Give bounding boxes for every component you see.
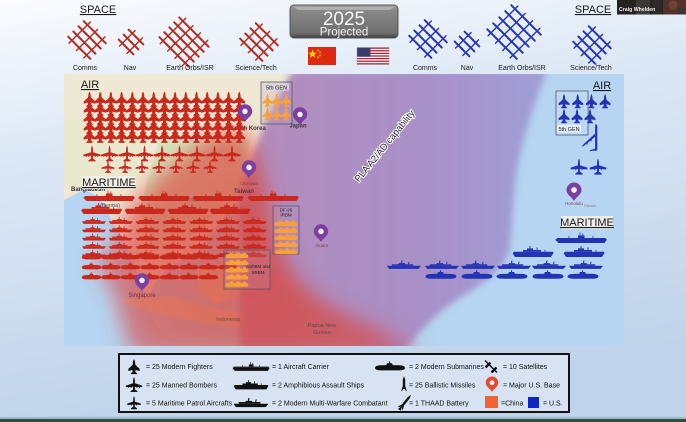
svg-text:5th GEN: 5th GEN xyxy=(266,86,287,92)
svg-text:Japan: Japan xyxy=(289,124,307,130)
svg-text:Taiwan: Taiwan xyxy=(234,189,254,195)
svg-text:= 25 Ballistic Missiles: = 25 Ballistic Missiles xyxy=(409,383,476,390)
svg-text:Guinea: Guinea xyxy=(313,330,332,336)
svg-text:= 1 THAAD Battery: = 1 THAAD Battery xyxy=(409,401,469,408)
svg-text:IRBM: IRBM xyxy=(280,213,292,218)
svg-text:= 1 Aircraft Carrier: = 1 Aircraft Carrier xyxy=(272,364,330,371)
svg-text:SPACE: SPACE xyxy=(80,4,116,16)
svg-text:MARITIME: MARITIME xyxy=(82,177,136,189)
svg-text:= 10 Satellites: = 10 Satellites xyxy=(503,364,548,371)
svg-text:Indonesia: Indonesia xyxy=(216,317,241,323)
svg-text:= 2 Amphibious Assault Ships: = 2 Amphibious Assault Ships xyxy=(272,383,365,390)
svg-text:Projected: Projected xyxy=(320,27,369,39)
svg-text:Papua New: Papua New xyxy=(308,323,336,329)
svg-text:AShBM and: AShBM and xyxy=(246,264,271,269)
svg-text:= 2 Modern Multi-Warfare Comba: = 2 Modern Multi-Warfare Combatant xyxy=(272,401,388,408)
svg-text:DF-26: DF-26 xyxy=(280,208,293,213)
svg-text:= U.S.: = U.S. xyxy=(543,401,563,408)
svg-text:Nav: Nav xyxy=(124,65,137,72)
svg-text:Science/Tech: Science/Tech xyxy=(235,65,277,72)
svg-text:Guam: Guam xyxy=(316,243,329,248)
svg-text:5th GEN: 5th GEN xyxy=(558,127,579,133)
svg-text:= 25 Manned Bombers: = 25 Manned Bombers xyxy=(146,383,218,390)
svg-text:= 5 Maritime Patrol Aircrafts: = 5 Maritime Patrol Aircrafts xyxy=(146,401,233,408)
svg-text:Earth Orbs/ISR: Earth Orbs/ISR xyxy=(166,65,213,72)
svg-text:= Major U.S. Base: = Major U.S. Base xyxy=(503,383,560,390)
svg-text:Comms: Comms xyxy=(413,65,438,72)
svg-text:2025: 2025 xyxy=(323,9,365,30)
svg-text:AIR: AIR xyxy=(81,79,99,91)
svg-text:Comms: Comms xyxy=(73,65,98,72)
svg-text:= 2 Modern Submarines: = 2 Modern Submarines xyxy=(409,364,484,371)
svg-text:Nav: Nav xyxy=(461,65,474,72)
svg-text:South Korea: South Korea xyxy=(230,126,266,132)
svg-text:(Burma): (Burma) xyxy=(100,203,120,209)
svg-text:Craig Whelden: Craig Whelden xyxy=(619,7,655,13)
svg-text:Hawaii: Hawaii xyxy=(584,203,596,208)
svg-text:=China: =China xyxy=(501,401,523,408)
svg-text:SRBM: SRBM xyxy=(251,270,264,275)
svg-text:Honolulu: Honolulu xyxy=(565,201,583,206)
svg-text:AIR: AIR xyxy=(593,80,611,92)
svg-text:Earth Orbs/ISR: Earth Orbs/ISR xyxy=(498,65,545,72)
svg-text:MARITIME: MARITIME xyxy=(560,217,614,229)
svg-text:Singapore: Singapore xyxy=(128,293,156,299)
svg-text:= 25 Modern Fighters: = 25 Modern Fighters xyxy=(146,364,213,371)
svg-text:SPACE: SPACE xyxy=(575,4,611,16)
svg-text:Science/Tech: Science/Tech xyxy=(570,65,612,72)
svg-text:Bangladesh: Bangladesh xyxy=(71,187,105,193)
svg-text:Okinawa: Okinawa xyxy=(240,181,258,186)
